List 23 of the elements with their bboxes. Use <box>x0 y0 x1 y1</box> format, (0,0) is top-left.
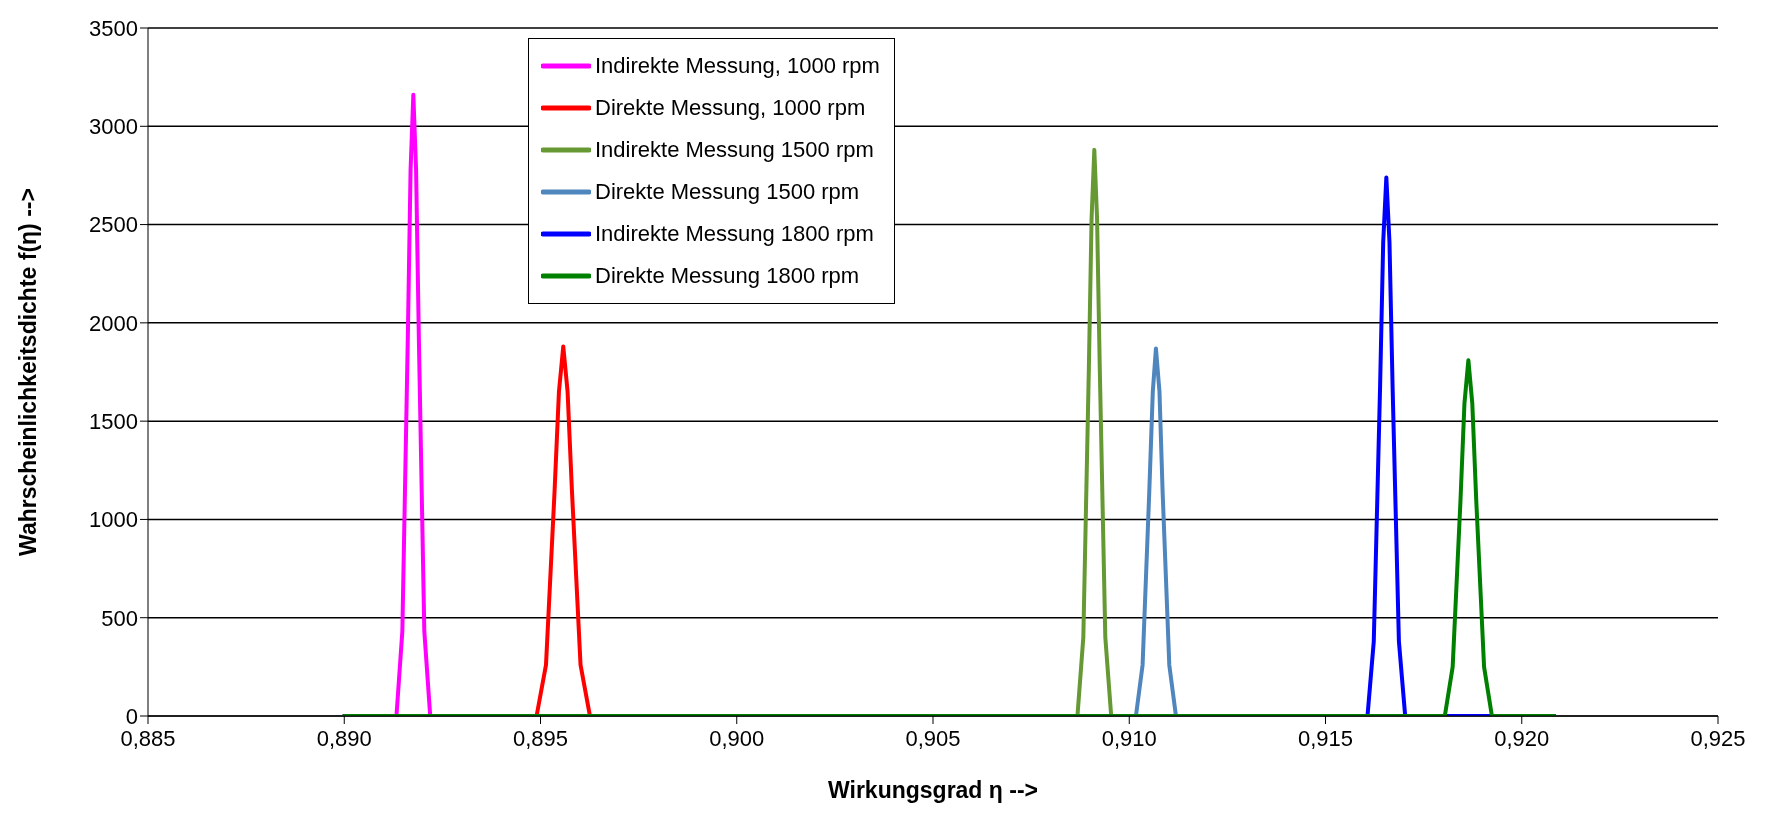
y-tick-label: 2500 <box>89 212 138 238</box>
legend-label: Indirekte Messung 1800 rpm <box>595 221 874 247</box>
x-tick-label: 0,905 <box>905 725 961 751</box>
y-axis-title: Wahrscheinlichkeitsdichte f(η) --> <box>15 188 42 556</box>
x-tick-label: 0,900 <box>709 725 765 751</box>
x-tick-label: 0,895 <box>512 725 569 751</box>
y-tick-label: 3500 <box>89 15 138 41</box>
y-tick-label: 2000 <box>89 310 138 336</box>
legend-label: Indirekte Messung, 1000 rpm <box>595 53 880 79</box>
x-axis-title: Wirkungsgrad η --> <box>828 777 1038 803</box>
x-tick-label: 0,910 <box>1101 725 1157 751</box>
y-tick-label: 500 <box>101 605 138 631</box>
legend-label: Direkte Messung 1500 rpm <box>595 179 860 205</box>
x-tick-label: 0,925 <box>1690 725 1746 751</box>
legend-label: Direkte Messung, 1000 rpm <box>595 95 866 121</box>
x-tick-label: 0,915 <box>1297 725 1354 751</box>
y-tick-label: 1000 <box>89 507 138 533</box>
x-tick-label: 0,890 <box>316 725 372 751</box>
legend-label: Indirekte Messung 1500 rpm <box>595 137 874 163</box>
x-tick-label: 0,920 <box>1494 725 1550 751</box>
legend-label: Direkte Messung 1800 rpm <box>595 263 860 289</box>
y-tick-label: 1500 <box>89 408 138 434</box>
y-tick-label: 3000 <box>89 114 138 140</box>
